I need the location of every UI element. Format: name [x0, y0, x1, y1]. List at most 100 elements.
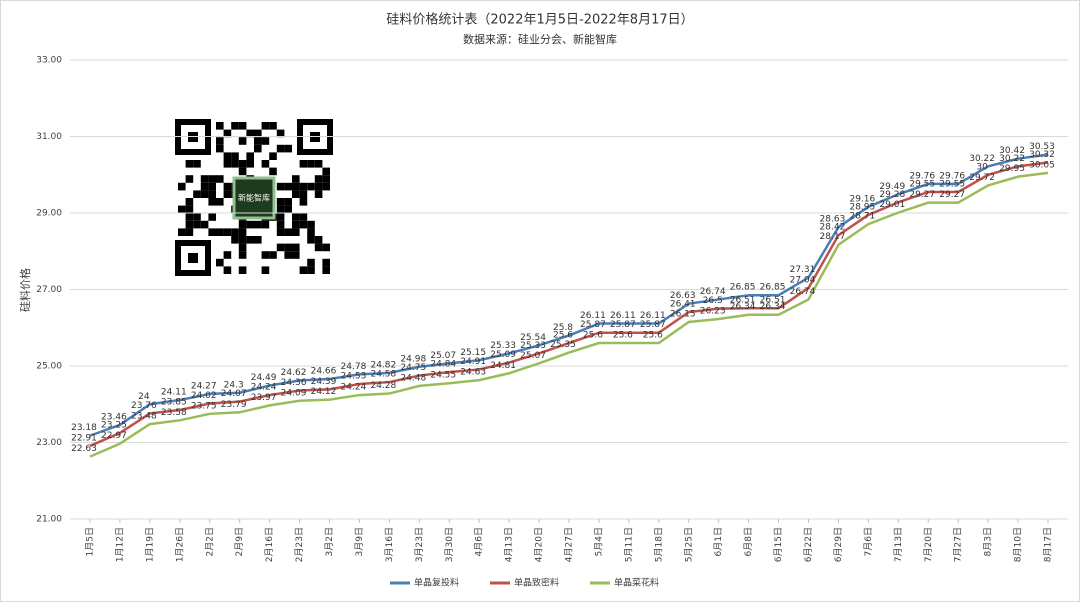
qr-module: [269, 122, 277, 130]
qr-module: [292, 251, 300, 259]
qr-module: [178, 205, 186, 214]
chart-subtitle: 数据来源：硅业分会、新能智库: [463, 32, 617, 46]
x-tick-label: 5月18日: [653, 527, 664, 562]
data-label: 24.09: [281, 388, 307, 398]
data-label: 30.53: [1029, 142, 1055, 152]
x-tick-label: 7月13日: [893, 527, 904, 562]
qr-module: [276, 228, 285, 236]
qr-module: [231, 228, 239, 236]
x-tick-label: 6月22日: [803, 527, 814, 562]
qr-module: [307, 220, 315, 229]
data-label: 29.55: [939, 179, 965, 189]
data-label: 29.01: [879, 200, 905, 210]
qr-module: [216, 137, 224, 145]
data-label: 26.15: [670, 310, 696, 320]
y-tick-label: 29.00: [36, 209, 62, 219]
data-label: 24.55: [430, 371, 456, 381]
data-label: 28.71: [849, 212, 875, 222]
data-label: 26.41: [670, 300, 696, 310]
qr-module: [322, 266, 330, 274]
data-label: 30.22: [999, 154, 1025, 164]
qr-module: [261, 220, 270, 229]
data-label: 24.84: [430, 360, 456, 370]
data-label: 23.25: [101, 420, 127, 430]
qr-module: [276, 144, 285, 153]
data-label: 29.16: [849, 194, 875, 204]
qr-module: [238, 160, 247, 168]
data-label: 29.95: [999, 164, 1025, 174]
qr-module: [276, 243, 285, 252]
data-label: 28.17: [820, 232, 846, 242]
y-tick-label: 33.00: [36, 56, 62, 66]
data-label: 24.07: [221, 389, 247, 399]
data-label: 25.6: [613, 331, 633, 341]
qr-module: [185, 213, 194, 221]
data-label: 24.11: [161, 388, 187, 398]
qr-module: [284, 228, 292, 236]
x-tick-label: 2月23日: [294, 527, 305, 562]
qr-module: [238, 220, 247, 229]
qr-module: [269, 152, 277, 160]
qr-module: [284, 198, 292, 206]
data-label: 25.6: [583, 331, 603, 341]
data-label: 26.85: [760, 283, 786, 293]
data-label: 25.87: [640, 320, 666, 330]
data-label: 25.09: [490, 350, 516, 360]
data-label: 24.78: [341, 362, 367, 372]
x-tick-label: 5月4日: [593, 527, 604, 556]
qr-module: [314, 243, 323, 252]
data-label: 24.24: [341, 383, 367, 393]
y-tick-label: 31.00: [36, 132, 62, 142]
qr-module: [223, 266, 232, 274]
qr-module: [276, 198, 285, 206]
qr-module: [299, 160, 308, 168]
data-label: 23.18: [71, 423, 97, 433]
data-label: 25.87: [580, 320, 606, 330]
data-label: 29.28: [879, 190, 905, 200]
qr-code: 新能智库: [175, 119, 333, 276]
qr-module: [314, 182, 323, 191]
qr-module: [314, 160, 323, 168]
qr-module: [216, 258, 224, 267]
data-label: 26.34: [760, 302, 786, 312]
data-label: 25.33: [490, 341, 516, 351]
qr-module: [246, 152, 254, 160]
x-tick-label: 5月25日: [683, 527, 694, 562]
data-label: 28.63: [820, 215, 846, 225]
data-label: 22.97: [101, 431, 127, 441]
data-label: 25.07: [520, 351, 546, 361]
y-tick-label: 27.00: [36, 285, 62, 295]
qr-module: [292, 190, 300, 198]
data-label: 24.12: [311, 387, 337, 397]
qr-module: [307, 160, 315, 168]
qr-module: [284, 251, 292, 259]
data-label: 26.51: [730, 296, 756, 306]
data-label: 24.81: [490, 361, 516, 371]
qr-module: [292, 220, 300, 229]
series-line: [89, 161, 1049, 448]
qr-module: [261, 137, 270, 145]
data-label: 24.36: [281, 378, 307, 388]
qr-module: [223, 182, 232, 191]
data-label: 26.51: [760, 296, 786, 306]
x-tick-label: 2月2日: [204, 527, 215, 556]
qr-module: [185, 198, 194, 206]
qr-module: [216, 144, 224, 153]
qr-module: [193, 213, 201, 221]
qr-finder: [175, 240, 211, 276]
qr-module: [238, 167, 247, 176]
data-label: 23.79: [221, 400, 247, 410]
data-label: 30.42: [999, 146, 1025, 156]
data-label: 30.05: [1029, 160, 1055, 170]
data-label: 23.76: [131, 401, 157, 411]
data-label: 24.98: [400, 354, 426, 364]
x-tick-label: 1月12日: [114, 527, 125, 562]
data-label: 24.39: [311, 377, 337, 387]
data-label: 24.27: [191, 381, 217, 391]
data-label: 26.74: [700, 287, 726, 297]
data-label: 23.75: [191, 401, 217, 411]
qr-module: [292, 175, 300, 183]
series-line: [89, 171, 1049, 458]
data-label: 29.49: [879, 182, 905, 192]
